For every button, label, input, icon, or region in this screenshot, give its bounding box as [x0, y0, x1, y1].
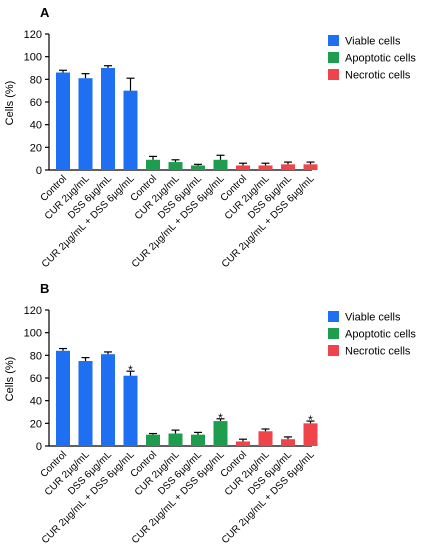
bar-a-viable-0 — [56, 72, 70, 170]
legend-swatch-viable-b — [328, 311, 339, 322]
bar-a-necrotic-1 — [258, 165, 273, 170]
y-axis-title-b: Cells (%) — [4, 357, 16, 402]
legend-swatch-necrotic-a — [328, 69, 339, 80]
bar-b-viable-1 — [78, 361, 93, 446]
bar-a-necrotic-3 — [303, 164, 318, 170]
y-tick-label-a-5: 100 — [24, 52, 42, 64]
y-axis-title-a: Cells (%) — [4, 81, 16, 126]
legend-label-apoptotic-a: Apoptotic cells — [345, 53, 416, 65]
y-tick-label-a-3: 60 — [30, 97, 42, 109]
bar-b-necrotic-3 — [303, 423, 318, 446]
legend-label-apoptotic-b: Apoptotic cells — [345, 329, 416, 341]
bar-a-viable-3 — [123, 90, 138, 170]
legend-label-viable-b: Viable cells — [345, 312, 401, 324]
significance-marker-b-necrotic-3: * — [308, 413, 313, 427]
y-tick-label-b-2: 40 — [30, 396, 42, 408]
panel-letter-a: A — [40, 5, 50, 20]
bar-a-apoptotic-1 — [168, 162, 183, 170]
legend-swatch-necrotic-b — [328, 345, 339, 356]
legend-label-necrotic-b: Necrotic cells — [345, 346, 411, 358]
y-tick-label-b-1: 20 — [30, 418, 42, 430]
bar-b-viable-3 — [123, 375, 138, 446]
bar-a-viable-2 — [101, 68, 115, 170]
legend-label-viable-a: Viable cells — [345, 36, 401, 48]
bar-b-necrotic-0 — [236, 441, 250, 446]
bar-b-apoptotic-2 — [191, 434, 205, 446]
y-tick-label-a-2: 40 — [30, 120, 42, 132]
panel-a: A Cells (%) Viable cells Apoptotic cells… — [4, 5, 416, 270]
bar-a-viable-1 — [78, 78, 93, 170]
y-tick-label-b-5: 100 — [24, 328, 42, 340]
bar-b-apoptotic-0 — [146, 434, 160, 446]
significance-marker-b-viable-3: * — [128, 363, 133, 377]
y-tick-label-a-1: 20 — [30, 142, 42, 154]
panel-b: B Cells (%) Viable cells Apoptotic cells… — [4, 281, 416, 546]
bar-b-necrotic-2 — [281, 439, 295, 446]
legend-swatch-apoptotic-a — [328, 52, 339, 63]
bar-a-necrotic-2 — [281, 164, 295, 170]
y-tick-label-b-4: 80 — [30, 350, 42, 362]
y-tick-label-b-0: 0 — [36, 441, 42, 453]
bar-b-apoptotic-3 — [213, 421, 228, 446]
bar-b-apoptotic-1 — [168, 433, 183, 446]
bar-b-necrotic-1 — [258, 431, 273, 446]
panel-letter-b: B — [40, 281, 49, 296]
y-tick-label-a-0: 0 — [36, 165, 42, 177]
bar-a-necrotic-0 — [236, 165, 250, 170]
bar-b-viable-0 — [56, 350, 70, 446]
legend-a: Viable cells Apoptotic cells Necrotic ce… — [328, 35, 416, 82]
bar-a-apoptotic-3 — [213, 159, 228, 170]
legend-label-necrotic-a: Necrotic cells — [345, 70, 411, 82]
y-tick-label-b-3: 60 — [30, 373, 42, 385]
y-tick-label-a-6: 120 — [24, 29, 42, 41]
bar-b-viable-2 — [101, 354, 115, 446]
y-tick-label-b-6: 120 — [24, 305, 42, 317]
legend-b: Viable cells Apoptotic cells Necrotic ce… — [328, 311, 416, 358]
bar-a-apoptotic-2 — [191, 165, 205, 170]
y-tick-label-a-4: 80 — [30, 74, 42, 86]
bar-a-apoptotic-0 — [146, 159, 160, 170]
legend-swatch-viable-a — [328, 35, 339, 46]
legend-swatch-apoptotic-b — [328, 328, 339, 339]
significance-marker-b-apoptotic-3: * — [218, 411, 223, 425]
